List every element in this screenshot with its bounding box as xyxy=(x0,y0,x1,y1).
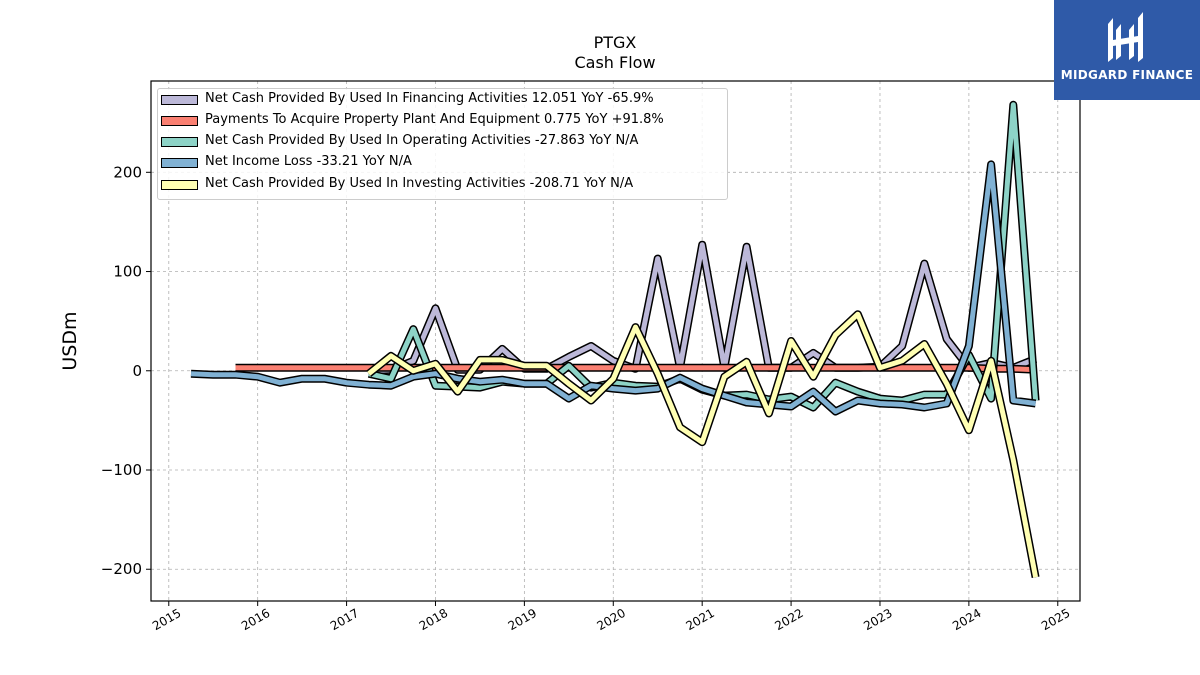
series-line-net-income xyxy=(190,161,1036,414)
brand-logo: MIDGARD FINANCE xyxy=(1054,0,1200,100)
legend-item-operating: Net Cash Provided By Used In Operating A… xyxy=(161,132,721,152)
chart-title: PTGX xyxy=(593,33,637,52)
series-line-investing xyxy=(367,311,1039,578)
x-tick-label: 2017 xyxy=(328,606,361,633)
legend-swatch-capex xyxy=(161,116,198,126)
legend-label-capex: Payments To Acquire Property Plant And E… xyxy=(205,112,664,127)
legend-item-financing: Net Cash Provided By Used In Financing A… xyxy=(161,90,721,110)
series-line-capex xyxy=(235,365,1036,373)
x-tick-label: 2023 xyxy=(861,606,894,633)
brand-name: MIDGARD FINANCE xyxy=(1060,68,1194,82)
y-tick-label: 200 xyxy=(113,163,142,181)
legend-item-net-income: Net Income Loss -33.21 YoY N/A xyxy=(161,153,721,173)
y-axis-label: USDm xyxy=(59,311,81,370)
x-tick-label: 2019 xyxy=(506,606,539,633)
brand-mark-icon xyxy=(1108,12,1143,62)
y-tick-label: −100 xyxy=(101,461,142,479)
x-tick-label: 2018 xyxy=(417,606,450,633)
legend-item-investing: Net Cash Provided By Used In Investing A… xyxy=(161,175,721,195)
legend-item-capex: Payments To Acquire Property Plant And E… xyxy=(161,111,721,131)
chart-subtitle: Cash Flow xyxy=(574,53,656,72)
y-tick-label: −200 xyxy=(101,560,142,578)
x-tick-label: 2016 xyxy=(239,606,272,633)
legend-label-financing: Net Cash Provided By Used In Financing A… xyxy=(205,91,654,106)
legend-swatch-investing xyxy=(161,180,198,190)
legend-swatch-net-income xyxy=(161,158,198,168)
plot-frame xyxy=(150,80,1081,602)
legend-label-operating: Net Cash Provided By Used In Operating A… xyxy=(205,133,639,148)
x-tick-label: 2022 xyxy=(772,606,805,633)
legend-swatch-financing xyxy=(161,95,198,105)
chart-legend: Net Cash Provided By Used In Financing A… xyxy=(157,88,728,200)
x-tick-label: 2024 xyxy=(950,606,983,633)
x-tick-label: 2021 xyxy=(683,606,716,633)
x-tick-label: 2025 xyxy=(1039,606,1072,633)
y-tick-label: 0 xyxy=(132,362,142,380)
y-tick-label: 100 xyxy=(113,263,142,281)
legend-swatch-operating xyxy=(161,137,198,147)
x-tick-label: 2020 xyxy=(595,606,628,633)
x-tick-label: 2015 xyxy=(150,606,183,633)
legend-label-investing: Net Cash Provided By Used In Investing A… xyxy=(205,176,634,191)
series-lines xyxy=(190,100,1040,578)
legend-label-net-income: Net Income Loss -33.21 YoY N/A xyxy=(205,154,412,169)
